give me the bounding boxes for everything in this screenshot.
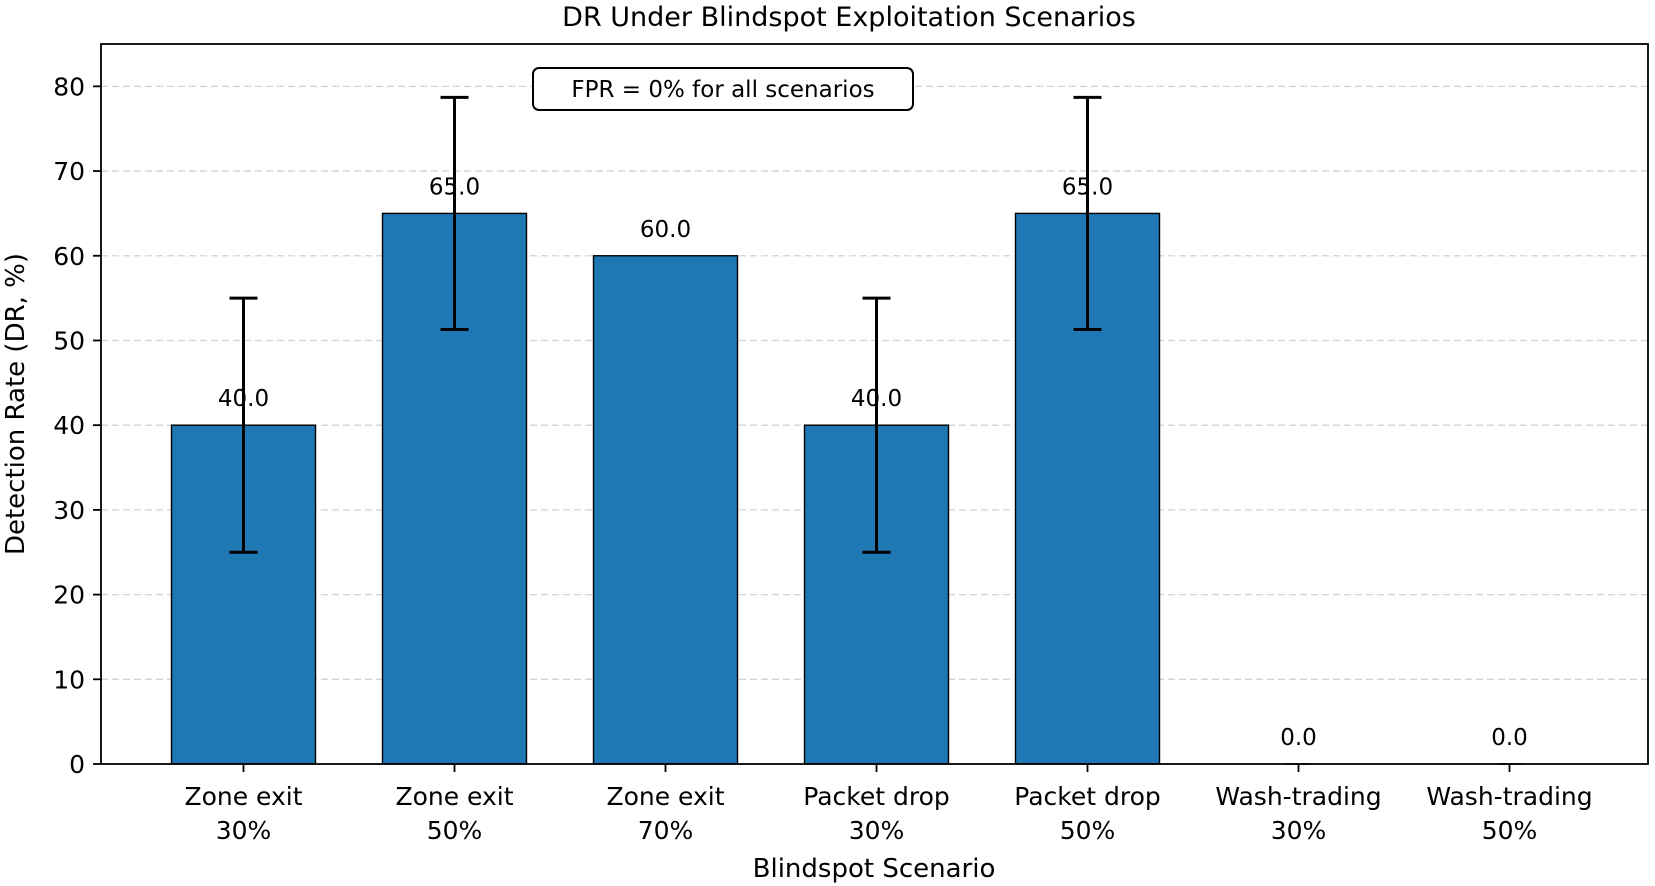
annotation-frame <box>532 67 914 111</box>
y-tick-label: 60 <box>53 242 85 271</box>
x-tick-label: Wash-trading <box>1215 782 1381 811</box>
y-axis: 0 10 20 30 40 50 60 70 80 <box>53 72 101 779</box>
x-tick-label: Packet drop <box>803 782 950 811</box>
y-tick-label: 20 <box>53 581 85 610</box>
value-labels: 40.0 65.0 60.0 40.0 65.0 0.0 0.0 <box>218 174 1528 751</box>
bars <box>170 212 1522 765</box>
bar <box>592 255 739 765</box>
bar-value-label: 40.0 <box>218 386 269 412</box>
annotation-text: FPR = 0% for all scenarios <box>571 77 874 103</box>
chart-title: DR Under Blindspot Exploitation Scenario… <box>562 2 1136 33</box>
bar-value-label: 40.0 <box>851 386 902 412</box>
x-tick-label: Packet drop <box>1014 782 1161 811</box>
x-tick-label-sub: 70% <box>638 816 694 845</box>
x-tick-label-sub: 30% <box>1271 816 1327 845</box>
error-bars <box>229 95 1102 554</box>
bar-value-label: 65.0 <box>429 174 480 200</box>
x-tick-label: Wash-trading <box>1426 782 1592 811</box>
x-tick-label: Zone exit <box>606 782 724 811</box>
x-tick-label-sub: 50% <box>1060 816 1116 845</box>
x-tick-label-sub: 30% <box>216 816 272 845</box>
x-tick-label: Zone exit <box>395 782 513 811</box>
x-axis: Zone exit 30% Zone exit 50% Zone exit 70% Pack… <box>184 764 1593 845</box>
y-tick-label: 0 <box>69 750 85 779</box>
bar <box>1014 212 1161 765</box>
y-tick-label: 30 <box>53 496 85 525</box>
y-tick-label: 80 <box>53 72 85 101</box>
bar-value-label: 65.0 <box>1062 174 1113 200</box>
y-tick-label: 50 <box>53 326 85 355</box>
y-axis-title: Detection Rate (DR, %) <box>1 253 31 555</box>
bar-value-label: 60.0 <box>640 217 691 243</box>
bar-value-label: 0.0 <box>1280 725 1317 751</box>
x-tick-label-sub: 30% <box>849 816 905 845</box>
x-tick-label: Zone exit <box>184 782 302 811</box>
x-tick-label-sub: 50% <box>1482 816 1538 845</box>
y-tick-label: 70 <box>53 157 85 186</box>
y-tick-label: 10 <box>53 665 85 694</box>
annotation-box: FPR = 0% for all scenarios <box>532 67 914 111</box>
plot-frame <box>100 43 1649 765</box>
y-tick-label: 40 <box>53 411 85 440</box>
x-axis-title: Blindspot Scenario <box>753 854 996 884</box>
x-tick-label-sub: 50% <box>427 816 483 845</box>
bar-value-label: 0.0 <box>1491 725 1528 751</box>
